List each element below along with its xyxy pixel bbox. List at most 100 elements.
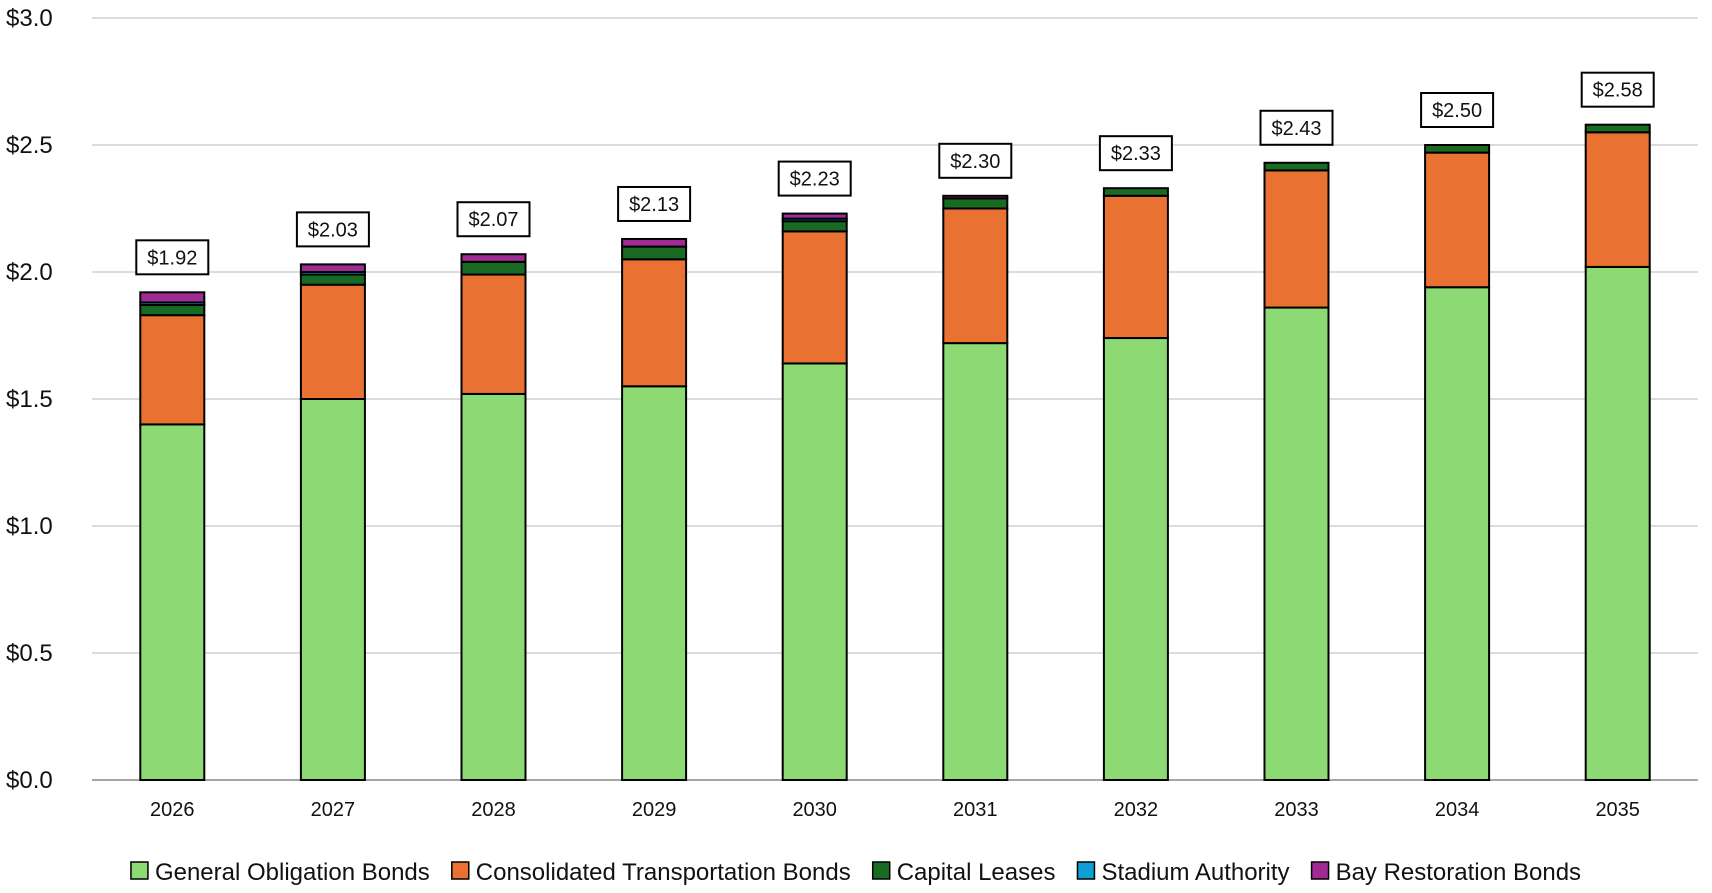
bar-segment-2 [942, 197, 1009, 210]
bar-stack-2027 [299, 263, 366, 781]
total-label-box [617, 185, 692, 222]
legend-swatch [451, 861, 470, 880]
bar-segment-0 [621, 385, 688, 781]
bar-segment-1 [460, 273, 527, 395]
total-label-box [1098, 135, 1173, 172]
total-label-2027: $2.03 [295, 211, 370, 248]
bar-segment-4 [621, 237, 688, 248]
x-tick-label: 2030 [792, 799, 837, 821]
bar-stack-2031 [942, 194, 1009, 781]
x-tick-label: 2028 [471, 799, 516, 821]
total-label-text: $2.13 [629, 194, 679, 216]
legend-item-2: Capital Leases [871, 859, 1056, 886]
total-label-2031: $2.30 [938, 142, 1013, 179]
x-tick-label: 2027 [311, 799, 356, 821]
total-label-box [777, 160, 852, 197]
x-tick-label: 2033 [1274, 799, 1319, 821]
total-label-2035: $2.58 [1580, 71, 1655, 108]
bar-segment-0 [942, 342, 1009, 781]
bar-segment-2 [139, 304, 206, 317]
total-label-2033: $2.43 [1259, 109, 1334, 146]
bar-segment-1 [942, 207, 1009, 345]
bar-stack-2029 [621, 237, 688, 781]
total-label-text: $2.07 [468, 209, 518, 231]
bar-segment-2 [460, 260, 527, 276]
total-label-text: $2.03 [308, 219, 358, 241]
legend-label: Bay Restoration Bonds [1336, 859, 1581, 886]
bar-stack-2030 [781, 212, 848, 781]
total-label-2034: $2.50 [1420, 92, 1495, 128]
bar-stack-2033 [1263, 161, 1330, 781]
y-tick-label: $3.0 [6, 5, 53, 32]
total-label-text: $2.30 [950, 151, 1000, 173]
x-tick-label: 2026 [150, 799, 195, 821]
bar-segment-1 [621, 258, 688, 388]
total-label-text: $2.58 [1593, 80, 1643, 102]
total-label-text: $2.50 [1432, 100, 1482, 122]
legend-label: Capital Leases [897, 859, 1056, 886]
total-label-box [938, 142, 1013, 179]
y-tick-label: $0.5 [6, 640, 53, 667]
bar-segment-1 [1263, 169, 1330, 309]
bar-segment-0 [1584, 265, 1651, 782]
total-label-2026: $1.92 [135, 239, 210, 276]
bar-segment-2 [621, 245, 688, 261]
bar-segment-1 [1102, 194, 1169, 340]
bar-stack-2028 [460, 253, 527, 781]
y-tick-label: $0.0 [6, 767, 53, 794]
legend-label: Consolidated Transportation Bonds [476, 859, 851, 886]
bar-segment-1 [1424, 151, 1491, 289]
bar-segment-0 [139, 423, 206, 781]
total-labels: $1.92 $2.03 $2.07 $2.13 $2.23 $2.30 $2.33 $2.43… [135, 71, 1655, 276]
total-label-box [295, 211, 370, 248]
legend: General Obligation Bonds Consolidated Tra… [130, 859, 1581, 886]
total-label-text: $2.43 [1271, 118, 1321, 140]
bar-segment-0 [1263, 306, 1330, 781]
y-tick-label: $2.0 [6, 259, 53, 286]
bar-segment-4 [139, 291, 206, 304]
x-axis-ticks: 2026 2027 2028 2029 2030 2031 2032 2033 2034 2035 [150, 799, 1640, 821]
legend-item-0: General Obligation Bonds [130, 859, 430, 886]
bar-segment-4 [781, 212, 848, 220]
x-tick-label: 2032 [1114, 799, 1159, 821]
bar-segment-4 [942, 194, 1009, 200]
bar-stack-2032 [1102, 187, 1169, 781]
bar-segment-1 [139, 314, 206, 426]
total-label-box [1420, 92, 1495, 128]
total-label-text: $2.23 [790, 169, 840, 191]
total-label-box [456, 201, 531, 238]
bars [139, 123, 1651, 782]
bar-stack-2035 [1584, 123, 1651, 782]
total-label-box [135, 239, 210, 276]
bar-segment-0 [1102, 337, 1169, 781]
bar-segment-0 [781, 362, 848, 781]
total-label-2030: $2.23 [777, 160, 852, 197]
legend-item-4: Bay Restoration Bonds [1310, 859, 1581, 886]
bar-segment-1 [299, 283, 366, 401]
x-tick-label: 2031 [953, 799, 998, 821]
bar-segment-2 [781, 220, 848, 233]
total-label-box [1580, 71, 1655, 108]
bar-segment-1 [1584, 131, 1651, 268]
total-label-text: $1.92 [147, 247, 197, 269]
bar-segment-2 [299, 273, 366, 286]
legend-item-3: Stadium Authority [1076, 859, 1290, 886]
total-label-2028: $2.07 [456, 201, 531, 238]
x-tick-label: 2029 [632, 799, 677, 821]
legend-swatch [871, 861, 891, 880]
bar-segment-1 [781, 230, 848, 365]
y-axis-ticks: $0.0 $0.5 $1.0 $1.5 $2.0 $2.5 $3.0 [6, 5, 53, 794]
x-tick-label: 2035 [1595, 799, 1640, 821]
bar-segment-0 [299, 398, 366, 781]
bar-segment-2 [1424, 144, 1491, 154]
legend-item-1: Consolidated Transportation Bonds [451, 859, 851, 886]
legend-swatch [130, 861, 149, 880]
bar-segment-2 [1263, 161, 1330, 172]
total-label-text: $2.33 [1111, 143, 1161, 165]
bar-segment-2 [1102, 187, 1169, 197]
bar-segment-2 [1584, 123, 1651, 134]
total-label-box [1259, 109, 1334, 146]
y-tick-label: $1.0 [6, 513, 53, 540]
